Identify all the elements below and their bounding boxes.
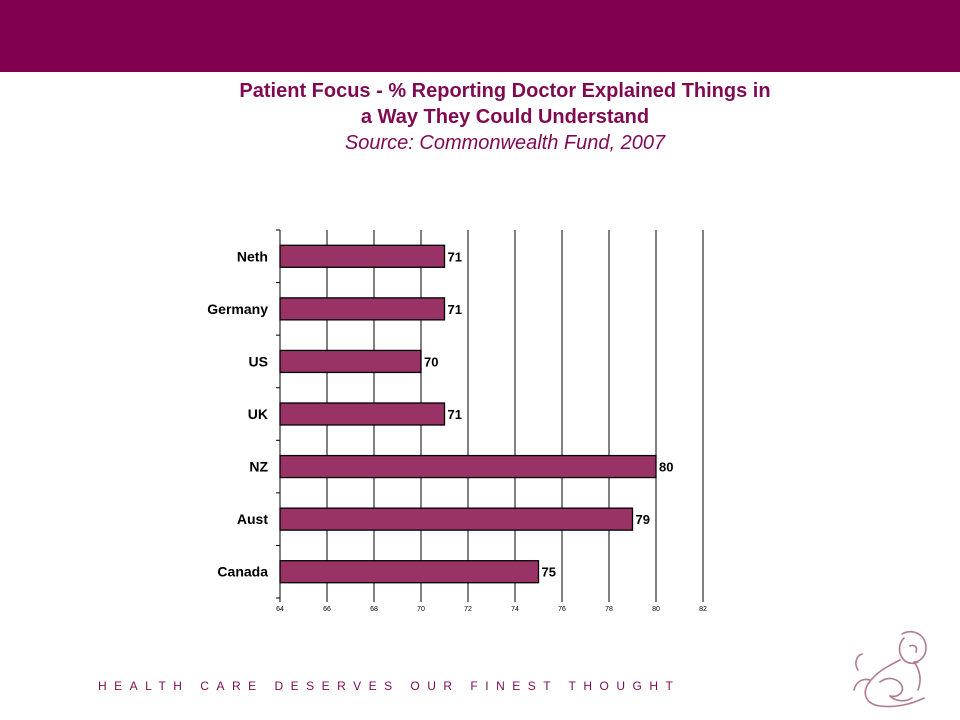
x-tick-label: 72 [464, 606, 472, 613]
data-label: 79 [636, 512, 650, 527]
category-label: Canada [217, 564, 268, 580]
footer-tagline: HEALTH CARE DESERVES OUR FINEST THOUGHT [98, 679, 681, 693]
x-tick-label: 80 [652, 606, 660, 613]
bar [279, 349, 422, 374]
data-label: 71 [448, 302, 462, 317]
bar [279, 297, 446, 321]
bar [279, 402, 446, 426]
chart-title-line-2: a Way They Could Understand [360, 106, 650, 128]
category-label: Aust [237, 511, 268, 527]
x-tick-label: 78 [605, 606, 613, 613]
x-tick-label: 82 [699, 606, 707, 613]
header-band [0, 0, 960, 72]
category-label: US [249, 353, 268, 369]
bar [279, 560, 540, 584]
data-label: 71 [448, 407, 462, 422]
bar [279, 244, 446, 268]
mother-and-child-logo-icon [853, 630, 927, 708]
x-tick-label: 64 [276, 606, 284, 613]
data-label: 80 [659, 460, 673, 475]
data-label: 75 [542, 565, 556, 580]
category-label: NZ [249, 459, 268, 475]
chart-source: Source: Commonwealth Fund, 2007 [344, 132, 666, 154]
x-tick-label: 70 [417, 606, 425, 613]
category-label: Germany [207, 301, 268, 317]
bar [279, 507, 634, 531]
chart-title-line-1: Patient Focus - % Reporting Doctor Expla… [239, 80, 771, 102]
x-tick-label: 74 [511, 606, 519, 613]
x-tick-label: 68 [370, 606, 378, 613]
category-label: Neth [237, 248, 268, 264]
chart-title-block: Patient Focus - % Reporting Doctor Expla… [100, 78, 910, 156]
data-label: 70 [424, 354, 438, 369]
x-tick-label: 76 [558, 606, 566, 613]
x-tick-label: 66 [323, 606, 331, 613]
data-label: 71 [448, 249, 462, 264]
category-label: UK [248, 406, 268, 422]
bar [279, 454, 657, 479]
